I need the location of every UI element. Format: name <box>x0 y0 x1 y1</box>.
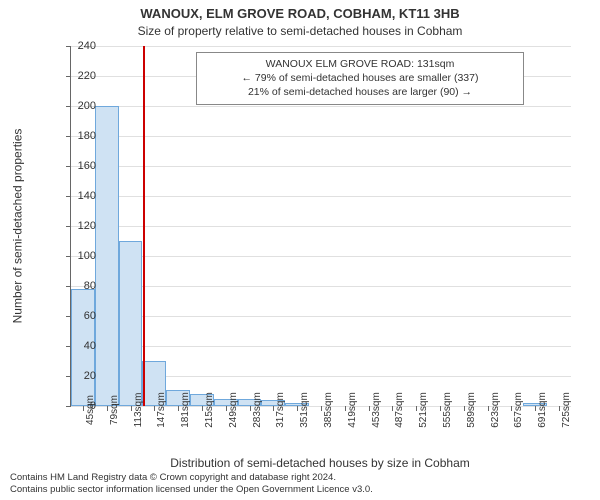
x-tick-label: 589sqm <box>466 392 477 428</box>
annotation-box: WANOUX ELM GROVE ROAD: 131sqm← 79% of se… <box>196 52 524 105</box>
plot-area: WANOUX ELM GROVE ROAD: 131sqm← 79% of se… <box>70 46 571 407</box>
gridline <box>71 316 571 317</box>
x-tick-mark <box>107 406 108 411</box>
x-tick-mark <box>559 406 560 411</box>
x-tick-label: 487sqm <box>394 392 405 428</box>
footer-attribution: Contains HM Land Registry data © Crown c… <box>10 472 373 496</box>
x-tick-label: 317sqm <box>275 392 286 428</box>
gridline <box>71 106 571 107</box>
histogram-bar <box>119 241 143 406</box>
gridline <box>71 256 571 257</box>
x-tick-label: 453sqm <box>371 392 382 428</box>
x-tick-mark <box>250 406 251 411</box>
annotation-line-2: ← 79% of semi-detached houses are smalle… <box>205 71 515 85</box>
reference-line <box>143 46 145 406</box>
x-tick-label: 419sqm <box>347 392 358 428</box>
y-tick-label: 20 <box>66 370 96 382</box>
gridline <box>71 136 571 137</box>
x-axis-label: Distribution of semi-detached houses by … <box>70 456 570 470</box>
chart-subtitle: Size of property relative to semi-detach… <box>0 24 600 38</box>
footer-line-1: Contains HM Land Registry data © Crown c… <box>10 472 373 484</box>
y-tick-label: 240 <box>66 40 96 52</box>
y-tick-label: 180 <box>66 130 96 142</box>
x-tick-mark <box>345 406 346 411</box>
y-tick-label: 200 <box>66 100 96 112</box>
x-tick-label: 521sqm <box>418 392 429 428</box>
y-tick-label: 160 <box>66 160 96 172</box>
x-tick-mark <box>440 406 441 411</box>
y-tick-label: 140 <box>66 190 96 202</box>
y-tick-label: 40 <box>66 340 96 352</box>
gridline <box>71 226 571 227</box>
gridline <box>71 346 571 347</box>
x-tick-label: 181sqm <box>180 392 191 428</box>
x-tick-label: 385sqm <box>323 392 334 428</box>
x-tick-mark <box>226 406 227 411</box>
y-axis-label: Number of semi-detached properties <box>10 46 24 406</box>
x-tick-mark <box>131 406 132 411</box>
y-tick-label: 100 <box>66 250 96 262</box>
histogram-bar <box>95 106 119 406</box>
annotation-line-1: WANOUX ELM GROVE ROAD: 131sqm <box>205 57 515 71</box>
chart-title: WANOUX, ELM GROVE ROAD, COBHAM, KT11 3HB <box>0 6 600 21</box>
x-tick-label: 283sqm <box>252 392 263 428</box>
y-tick-label: 60 <box>66 310 96 322</box>
gridline <box>71 46 571 47</box>
y-tick-label: 220 <box>66 70 96 82</box>
y-tick-label: 80 <box>66 280 96 292</box>
x-tick-label: 249sqm <box>228 392 239 428</box>
x-tick-label: 147sqm <box>156 392 167 428</box>
x-tick-mark <box>178 406 179 411</box>
x-tick-label: 113sqm <box>133 393 144 428</box>
x-tick-label: 215sqm <box>204 392 215 428</box>
x-tick-label: 555sqm <box>442 392 453 428</box>
gridline <box>71 286 571 287</box>
x-tick-mark <box>488 406 489 411</box>
x-tick-label: 623sqm <box>490 392 501 428</box>
gridline <box>71 166 571 167</box>
x-tick-mark <box>202 406 203 411</box>
annotation-line-3: 21% of semi-detached houses are larger (… <box>205 85 515 99</box>
x-tick-label: 45sqm <box>85 395 96 425</box>
x-tick-mark <box>369 406 370 411</box>
x-tick-label: 691sqm <box>537 392 548 428</box>
y-tick-label: 120 <box>66 220 96 232</box>
x-tick-label: 79sqm <box>109 395 120 425</box>
gridline <box>71 196 571 197</box>
x-tick-label: 351sqm <box>299 392 310 428</box>
footer-line-2: Contains public sector information licen… <box>10 484 373 496</box>
x-tick-label: 725sqm <box>561 392 572 428</box>
x-tick-mark <box>321 406 322 411</box>
x-tick-label: 657sqm <box>513 392 524 428</box>
chart-container: WANOUX, ELM GROVE ROAD, COBHAM, KT11 3HB… <box>0 0 600 500</box>
x-tick-mark <box>464 406 465 411</box>
